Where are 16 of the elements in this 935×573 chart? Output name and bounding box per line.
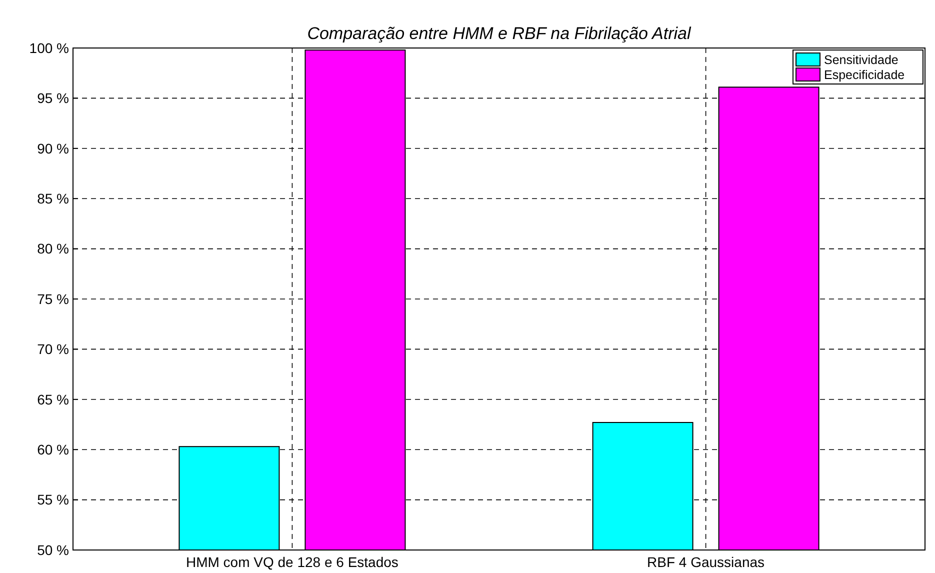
y-tick-label: 50 %	[37, 542, 69, 558]
legend-label: Especificidade	[824, 68, 905, 82]
y-tick-label: 60 %	[37, 442, 69, 458]
y-tick-label: 90 %	[37, 140, 69, 156]
x-tick-label: HMM com VQ de 128 e 6 Estados	[186, 554, 398, 570]
y-tick-label: 55 %	[37, 492, 69, 508]
y-tick-label: 80 %	[37, 240, 69, 257]
y-tick-label: 70 %	[37, 341, 69, 358]
y-tick-label: 75 %	[37, 290, 69, 307]
x-tick-label: RBF 4 Gaussianas	[647, 554, 765, 570]
y-tick-label: 100 %	[29, 40, 69, 56]
y-tick-label: 95 %	[37, 90, 69, 106]
y-tick-label: 65 %	[37, 391, 69, 408]
chart-title: Comparação entre HMM e RBF na Fibrilação Atrial	[307, 24, 692, 43]
legend-label: Sensitividade	[824, 52, 898, 67]
y-tick-label: 85 %	[37, 190, 69, 206]
